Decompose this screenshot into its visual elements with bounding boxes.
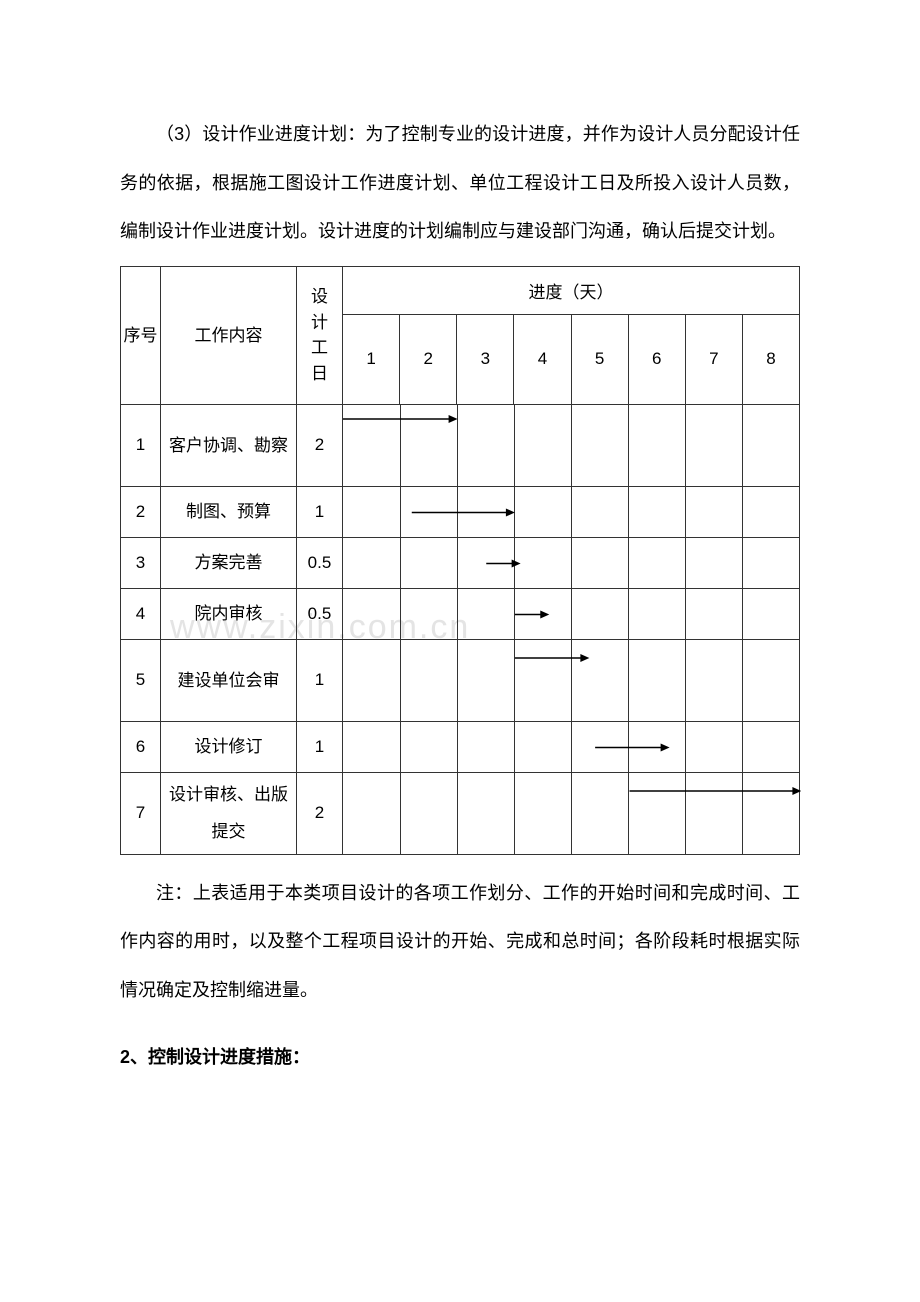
hdr-day-4: 4: [514, 314, 571, 404]
hdr-day-6: 6: [628, 314, 685, 404]
hdr-progress: 进度（天）: [343, 266, 800, 314]
hdr-dd-char: 计: [311, 313, 328, 332]
cell-days: 0.5: [297, 537, 343, 588]
table-row: 5建设单位会审1: [121, 639, 800, 721]
cell-gantt: [343, 639, 800, 721]
table-row: 3方案完善0.5: [121, 537, 800, 588]
hdr-seq: 序号: [121, 266, 161, 404]
table-row: 2制图、预算1: [121, 486, 800, 537]
hdr-day-3: 3: [457, 314, 514, 404]
table-row: 6设计修订1: [121, 721, 800, 772]
hdr-progress-text: 进度（天）: [529, 283, 614, 302]
cell-days: 1: [297, 486, 343, 537]
hdr-dd-char: 日: [311, 364, 328, 383]
hdr-dd-char: 工: [311, 338, 328, 357]
gantt-arrow: [343, 405, 801, 487]
hdr-day-1: 1: [343, 314, 400, 404]
gantt-arrow: [343, 722, 801, 773]
cell-days: 2: [297, 772, 343, 854]
cell-content: 设计修订: [161, 721, 297, 772]
gantt-table: 序号 工作内容 设计工日 进度（天） 12345678 1客户协调、勘察2 2制…: [120, 266, 800, 855]
cell-days: 1: [297, 721, 343, 772]
cell-seq: 4: [121, 588, 161, 639]
header-row-1: 序号 工作内容 设计工日 进度（天）: [121, 266, 800, 314]
cell-gantt: [343, 486, 800, 537]
heading-2: 2、控制设计进度措施：: [120, 1033, 800, 1082]
table-row: 4院内审核0.5: [121, 588, 800, 639]
hdr-content: 工作内容: [161, 266, 297, 404]
cell-gantt: [343, 588, 800, 639]
note-paragraph: 注：上表适用于本类项目设计的各项工作划分、工作的开始时间和完成时间、工作内容的用…: [120, 869, 800, 1015]
hdr-dd-char: 设: [311, 287, 328, 306]
cell-seq: 5: [121, 639, 161, 721]
hdr-day-5: 5: [571, 314, 628, 404]
gantt-arrow: [343, 487, 801, 538]
cell-seq: 2: [121, 486, 161, 537]
cell-gantt: [343, 404, 800, 486]
cell-content: 制图、预算: [161, 486, 297, 537]
cell-content: 设计审核、出版提交: [161, 772, 297, 854]
hdr-design-days: 设计工日: [297, 266, 343, 404]
cell-content: 院内审核: [161, 588, 297, 639]
cell-content: 客户协调、勘察: [161, 404, 297, 486]
table-row: 1客户协调、勘察2: [121, 404, 800, 486]
cell-seq: 6: [121, 721, 161, 772]
gantt-arrow: [343, 589, 801, 640]
gantt-arrow: [343, 640, 801, 722]
cell-gantt: [343, 772, 800, 854]
gantt-table-wrap: 序号 工作内容 设计工日 进度（天） 12345678 1客户协调、勘察2 2制…: [120, 266, 800, 855]
intro-paragraph: （3）设计作业进度计划：为了控制专业的设计进度，并作为设计人员分配设计任务的依据…: [120, 110, 800, 256]
cell-seq: 1: [121, 404, 161, 486]
cell-seq: 3: [121, 537, 161, 588]
cell-days: 0.5: [297, 588, 343, 639]
hdr-seq-text: 序号: [124, 326, 158, 345]
cell-days: 2: [297, 404, 343, 486]
hdr-day-7: 7: [685, 314, 742, 404]
cell-days: 1: [297, 639, 343, 721]
cell-gantt: [343, 721, 800, 772]
cell-gantt: [343, 537, 800, 588]
cell-content: 方案完善: [161, 537, 297, 588]
cell-seq: 7: [121, 772, 161, 854]
table-row: 7设计审核、出版提交2: [121, 772, 800, 854]
hdr-day-8: 8: [742, 314, 799, 404]
hdr-content-text: 工作内容: [195, 326, 263, 345]
gantt-arrow: [343, 538, 801, 589]
gantt-arrow: [343, 773, 801, 855]
cell-content: 建设单位会审: [161, 639, 297, 721]
hdr-day-2: 2: [400, 314, 457, 404]
